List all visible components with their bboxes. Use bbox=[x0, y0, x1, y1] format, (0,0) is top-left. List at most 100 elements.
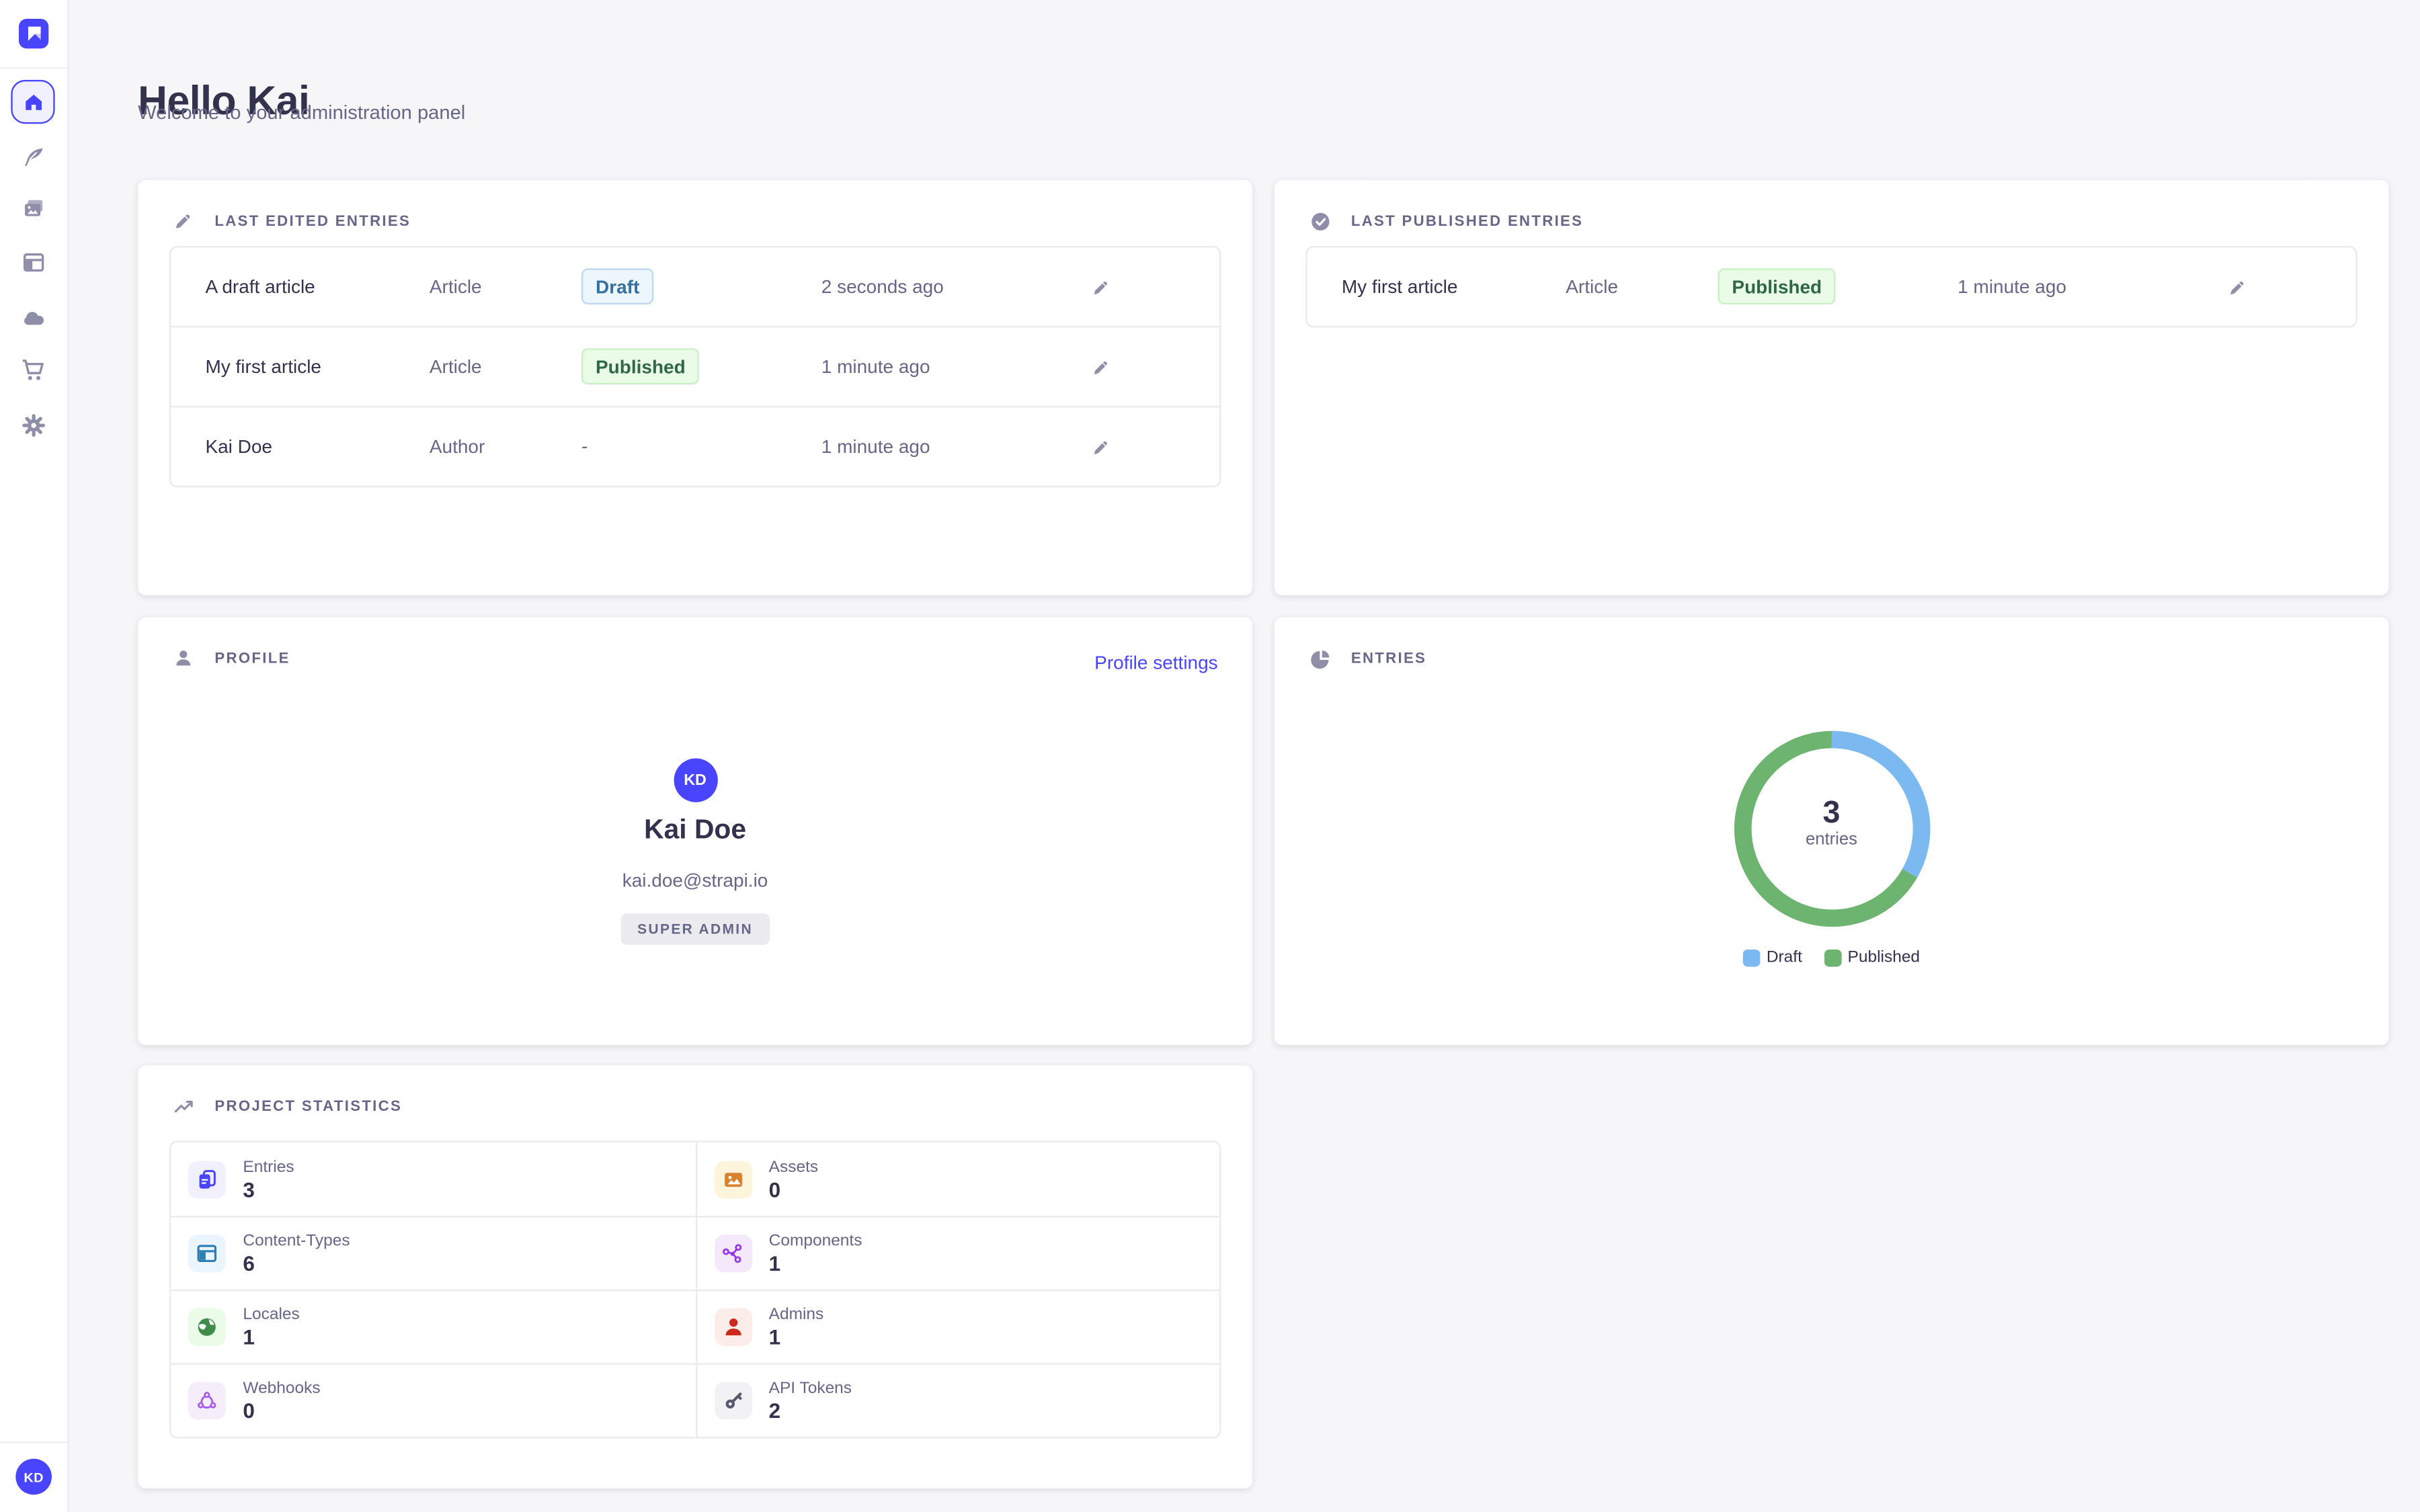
card-title: PROFILE bbox=[214, 649, 290, 667]
globe-icon bbox=[188, 1308, 226, 1346]
card-header: ENTRIES bbox=[1309, 642, 1426, 674]
stat-value: 1 bbox=[768, 1325, 781, 1349]
entries-total: 3 bbox=[1822, 796, 1841, 831]
file-copy-icon bbox=[188, 1160, 226, 1198]
stat-admins: Admins 1 bbox=[695, 1289, 1219, 1363]
strapi-logo[interactable] bbox=[18, 18, 49, 49]
entry-time: 1 minute ago bbox=[1958, 276, 2066, 298]
sidebar: KD bbox=[0, 0, 69, 1512]
stat-label: Admins bbox=[768, 1305, 824, 1325]
home-icon bbox=[25, 93, 41, 110]
stat-label: Entries bbox=[243, 1157, 294, 1176]
profile-avatar: KD bbox=[673, 758, 717, 802]
molecule-icon bbox=[714, 1234, 752, 1273]
stat-label: Content-Types bbox=[243, 1231, 350, 1251]
sidebar-item-media-library[interactable] bbox=[19, 194, 48, 222]
sidebar-item-home[interactable] bbox=[11, 79, 55, 124]
table-row[interactable]: A draft article Article Draft 2 seconds … bbox=[171, 247, 1219, 326]
layout-icon bbox=[188, 1234, 226, 1273]
card-header: PROJECT STATISTICS bbox=[172, 1091, 402, 1122]
stat-content-types: Content-Types 6 bbox=[171, 1216, 696, 1290]
stat-value: 2 bbox=[768, 1399, 781, 1423]
stat-label: API Tokens bbox=[768, 1378, 852, 1398]
stat-label: Locales bbox=[243, 1305, 300, 1325]
gear-icon bbox=[22, 413, 45, 436]
table-row[interactable]: My first article Article Published 1 min… bbox=[1307, 247, 2356, 326]
entry-name: My first article bbox=[1341, 276, 1458, 298]
stat-value: 1 bbox=[768, 1251, 781, 1275]
webhook-icon bbox=[188, 1382, 226, 1420]
table-row[interactable]: My first article Article Published 1 min… bbox=[171, 325, 1219, 406]
status-badge: Published bbox=[581, 348, 700, 385]
stat-entries: Entries 3 bbox=[171, 1142, 695, 1216]
stats-table: Entries 3 Assets 0 Content-Types bbox=[169, 1140, 1221, 1439]
table-row[interactable]: Kai Doe Author - 1 minute ago bbox=[171, 405, 1219, 486]
status-badge: Published bbox=[1718, 268, 1837, 305]
project-statistics-card: PROJECT STATISTICS Entries 3 Assets 0 bbox=[138, 1065, 1252, 1489]
stat-value: 6 bbox=[243, 1251, 255, 1275]
stat-assets: Assets 0 bbox=[695, 1142, 1219, 1216]
legend-item-published: Published bbox=[1824, 948, 1921, 967]
stat-webhooks: Webhooks 0 bbox=[171, 1363, 696, 1437]
legend-label: Published bbox=[1847, 948, 1921, 967]
edit-entry-button[interactable] bbox=[1080, 266, 1121, 307]
edit-entry-button[interactable] bbox=[1080, 346, 1121, 387]
card-header: LAST EDITED ENTRIES bbox=[172, 205, 411, 237]
card-header: PROFILE bbox=[172, 642, 290, 674]
draft-color-chip bbox=[1742, 948, 1761, 966]
edit-entry-button[interactable] bbox=[1080, 426, 1121, 467]
person-icon bbox=[172, 646, 196, 670]
entry-name: Kai Doe bbox=[205, 435, 273, 458]
profile-card: PROFILE Profile settings KD Kai Doe kai.… bbox=[138, 617, 1252, 1046]
entry-time: 1 minute ago bbox=[821, 355, 930, 378]
card-title: ENTRIES bbox=[1350, 649, 1427, 667]
person-icon bbox=[714, 1308, 752, 1346]
entries-total-label: entries bbox=[1805, 830, 1857, 849]
pie-chart-icon bbox=[1309, 646, 1332, 670]
last-edited-table: A draft article Article Draft 2 seconds … bbox=[169, 246, 1221, 488]
status-badge: - bbox=[581, 435, 588, 458]
entry-type: Article bbox=[1566, 276, 1619, 298]
legend-label: Draft bbox=[1766, 948, 1802, 967]
entry-time: 1 minute ago bbox=[821, 435, 930, 458]
role-badge: SUPER ADMIN bbox=[620, 913, 770, 945]
entries-donut-chart: 3 entries bbox=[1730, 727, 1933, 931]
sidebar-item-deploy[interactable] bbox=[19, 304, 48, 332]
layout-icon bbox=[23, 252, 44, 271]
profile-name: Kai Doe bbox=[644, 813, 747, 845]
feather-icon bbox=[25, 147, 43, 166]
trend-up-icon bbox=[172, 1095, 196, 1118]
sidebar-item-content-manager[interactable] bbox=[19, 142, 48, 171]
entry-name: My first article bbox=[205, 355, 322, 378]
entry-type: Author bbox=[429, 435, 485, 458]
sidebar-divider bbox=[0, 1441, 68, 1443]
stat-value: 1 bbox=[243, 1325, 255, 1349]
last-edited-entries-card: LAST EDITED ENTRIES A draft article Arti… bbox=[138, 180, 1252, 596]
stat-value: 0 bbox=[243, 1399, 255, 1423]
stat-label: Webhooks bbox=[243, 1378, 321, 1398]
sidebar-item-marketplace[interactable] bbox=[19, 355, 48, 384]
sidebar-divider bbox=[0, 67, 68, 69]
last-published-entries-card: LAST PUBLISHED ENTRIES My first article … bbox=[1274, 180, 2389, 596]
page-subtitle: Welcome to your administration panel bbox=[138, 101, 466, 124]
user-avatar[interactable]: KD bbox=[15, 1458, 52, 1495]
page-title: Hello Kai bbox=[138, 77, 310, 125]
picture-icon bbox=[714, 1160, 752, 1198]
strapi-logo-icon bbox=[28, 26, 41, 41]
sidebar-item-settings[interactable] bbox=[19, 411, 48, 439]
cloud-icon bbox=[24, 310, 44, 325]
card-header: LAST PUBLISHED ENTRIES bbox=[1309, 205, 1583, 237]
chart-legend: Draft Published bbox=[1275, 948, 2389, 967]
entry-name: A draft article bbox=[205, 276, 315, 298]
status-badge: Draft bbox=[581, 268, 654, 305]
card-title: LAST PUBLISHED ENTRIES bbox=[1350, 212, 1584, 230]
stat-label: Assets bbox=[768, 1157, 819, 1176]
last-published-table: My first article Article Published 1 min… bbox=[1305, 246, 2357, 328]
legend-item-draft: Draft bbox=[1742, 948, 1802, 967]
edit-entry-button[interactable] bbox=[2216, 266, 2257, 307]
stat-value: 0 bbox=[768, 1177, 781, 1202]
sidebar-item-content-type-builder[interactable] bbox=[19, 247, 48, 276]
donut-draft-segment bbox=[1733, 730, 1930, 927]
profile-settings-link[interactable]: Profile settings bbox=[1094, 651, 1218, 674]
